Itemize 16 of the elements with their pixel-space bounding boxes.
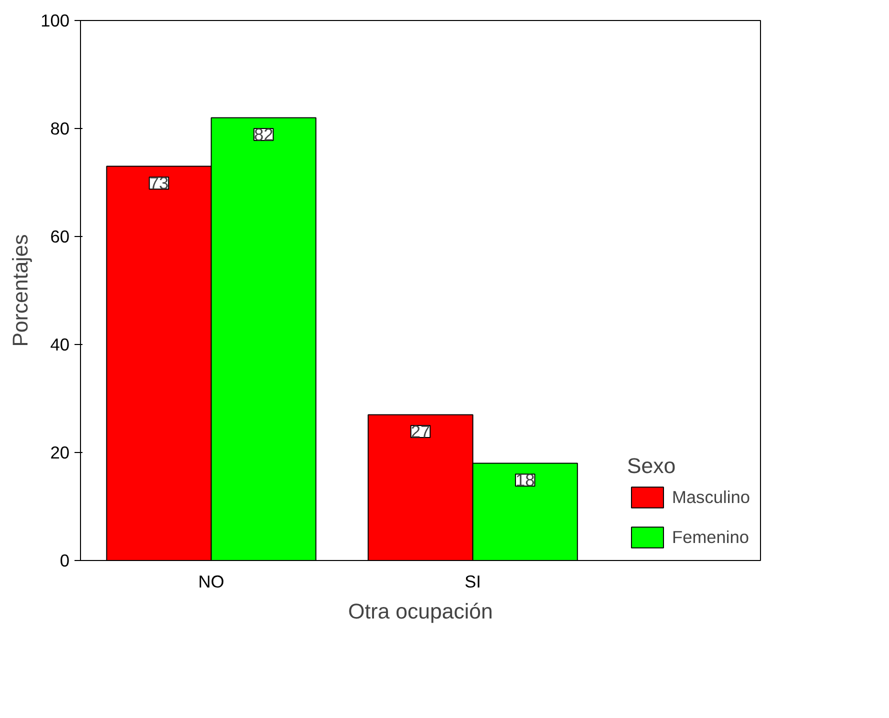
data-label: 73 xyxy=(149,173,169,194)
y-tick-label: 100 xyxy=(40,10,70,30)
data-label: 82 xyxy=(254,124,274,144)
x-tick-label: SI xyxy=(464,572,481,592)
data-label: 27 xyxy=(410,422,430,442)
legend-label: Femenino xyxy=(672,526,750,548)
y-tick-label: 80 xyxy=(50,118,70,138)
y-tick-label: 0 xyxy=(60,550,70,570)
y-axis-title: Porcentajes xyxy=(8,234,33,347)
x-axis-title: Otra ocupación xyxy=(348,600,493,624)
legend-title: Sexo xyxy=(626,454,677,479)
y-tick-label: 60 xyxy=(50,226,70,246)
legend-label: Masculino xyxy=(672,486,750,508)
y-tick-label: 40 xyxy=(50,334,70,354)
x-tick-label: NO xyxy=(198,572,224,592)
y-tick-label: 20 xyxy=(50,442,70,462)
